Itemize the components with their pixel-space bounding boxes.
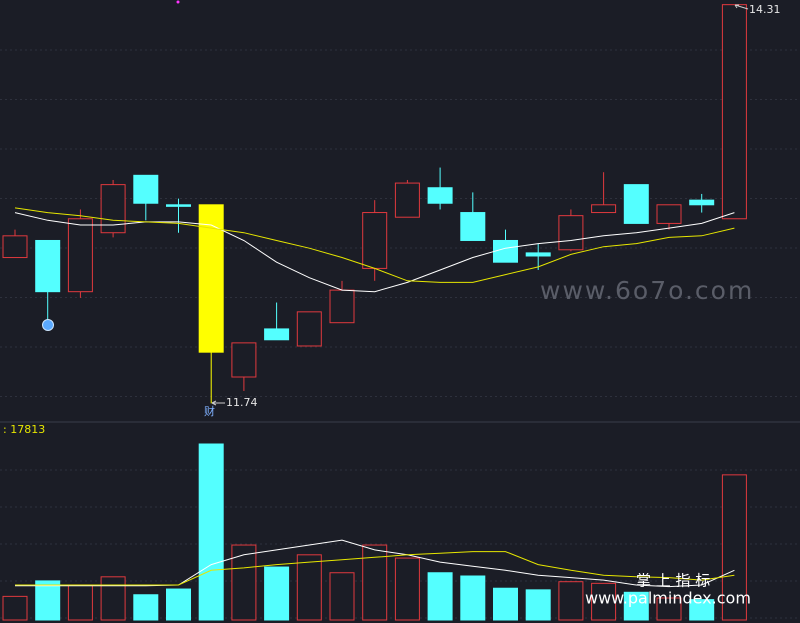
candle-body (689, 199, 715, 206)
watermark: 掌 上 指 标 (636, 572, 710, 590)
candle-body (35, 239, 61, 293)
ma-line (15, 551, 735, 586)
volume-bar (329, 572, 355, 621)
candle-body (656, 204, 682, 224)
low-label: 11.74 (226, 396, 258, 409)
volume-bar (721, 474, 747, 621)
volume-bar (493, 587, 518, 621)
candle-body (362, 212, 388, 269)
candle-body (721, 4, 747, 220)
watermark: www.6o7o.com (540, 276, 754, 305)
volume-bar (558, 581, 584, 621)
volume-bar (231, 544, 257, 621)
volume-bar (591, 582, 617, 621)
ma-line (15, 539, 735, 588)
candle-body (329, 289, 355, 324)
watermark: www.palmindex.com (585, 589, 751, 608)
candle-body (166, 204, 191, 207)
candle-body (2, 235, 28, 259)
candle-body (296, 311, 322, 347)
marker-dot (176, 0, 180, 4)
volume-bar (296, 554, 322, 621)
event-label: 财 (204, 404, 215, 418)
volume-bar (67, 584, 93, 621)
candle-body (394, 182, 420, 218)
ma-line (14, 212, 735, 293)
volume-bar (656, 597, 682, 621)
candle-body (591, 204, 617, 214)
candle-body (133, 174, 159, 204)
high-label: 14.31 (749, 3, 781, 16)
volume-bar (689, 599, 715, 621)
candle-body (231, 342, 257, 378)
volume-bar (394, 557, 420, 621)
ma-line (14, 207, 735, 283)
event-ball (42, 319, 54, 331)
volume-bar (100, 576, 126, 621)
arrow (734, 4, 749, 10)
volume-bar (427, 572, 453, 621)
volume-bar (2, 595, 28, 621)
candle-body (623, 184, 649, 224)
candle-body (493, 239, 518, 263)
volume-bar (264, 566, 290, 621)
volume-title: : 17813 (3, 423, 45, 436)
candle-body (525, 252, 551, 257)
candle-body (558, 215, 584, 251)
candle-body (427, 187, 453, 204)
volume-bar (525, 589, 551, 621)
volume-bar (133, 594, 159, 621)
volume-bar (460, 575, 486, 621)
arrow (211, 400, 225, 406)
volume-bar (166, 588, 191, 621)
candle-body (67, 218, 93, 293)
candle-body (100, 184, 126, 234)
candle-body (460, 212, 486, 241)
volume-bar (198, 443, 224, 621)
volume-bar (35, 580, 61, 621)
candle-body (264, 328, 290, 341)
volume-bar (623, 591, 649, 621)
